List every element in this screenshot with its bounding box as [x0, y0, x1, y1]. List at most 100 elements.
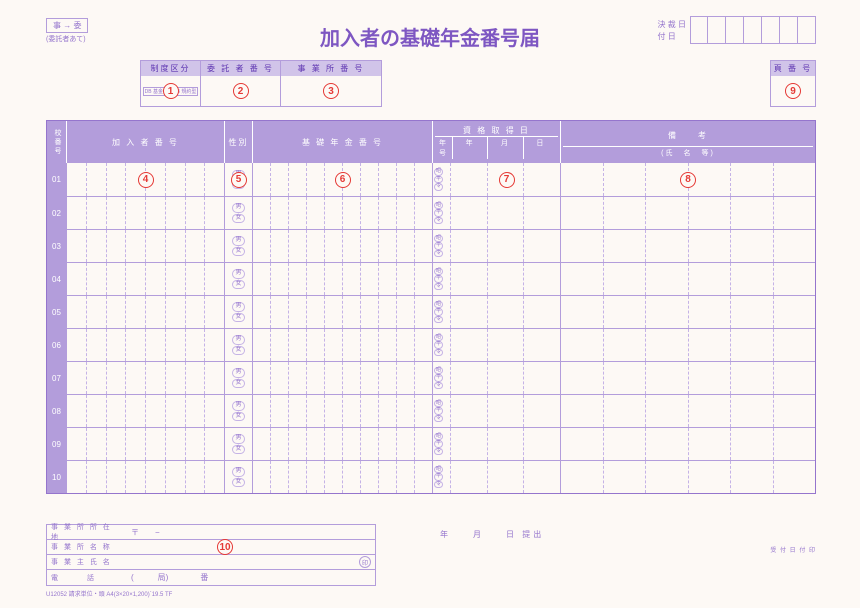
cell-member[interactable] [67, 329, 225, 361]
cell-sex[interactable]: 男女 [225, 329, 253, 361]
bl-name-val: 10 [127, 540, 375, 554]
cell-pension[interactable] [253, 197, 433, 229]
cell-pension[interactable]: 6 [253, 163, 433, 196]
cell-member[interactable] [67, 362, 225, 394]
th-member: 加 入 者 番 号 [67, 121, 225, 163]
cell-date[interactable]: 昭平令 [433, 329, 561, 361]
th-date-sub: 年号 年 月 日 [435, 136, 558, 159]
cell-sex[interactable]: 男女 [225, 395, 253, 427]
cell-remark[interactable] [561, 263, 815, 295]
form-code: U12052 請求単位・頭 A4(3×20×1,200)`19.5 TF [46, 589, 172, 598]
cell-sex[interactable]: 男女 [225, 362, 253, 394]
row-number: 06 [47, 329, 67, 361]
cell-pension[interactable] [253, 329, 433, 361]
page-title-label: 頁 番 号 [771, 61, 815, 76]
bl-addr-label: 事 業 所 所 在 地 [47, 522, 127, 542]
cell-member[interactable] [67, 230, 225, 262]
cell-remark[interactable]: 8 [561, 163, 815, 196]
table-row: 09 男女 昭平令 [47, 427, 815, 460]
row-number: 04 [47, 263, 67, 295]
cell-member[interactable] [67, 197, 225, 229]
bl-tel-label: 電 話 [47, 573, 127, 583]
cell-member[interactable]: 4 [67, 163, 225, 196]
submit-date: 年 月 日 提出 [440, 529, 544, 540]
approval-labels: 決 裁 日 付 日 [656, 16, 688, 44]
cell-pension[interactable] [253, 296, 433, 328]
cell-pension[interactable] [253, 428, 433, 460]
table-header: 校番号 加 入 者 番 号 性別 基 礎 年 金 番 号 資 格 取 得 日 年… [47, 121, 815, 163]
cell-pension[interactable] [253, 362, 433, 394]
bl-addr-val: 〒 − [127, 525, 375, 539]
approval-date-box: 決 裁 日 付 日 [656, 16, 816, 44]
circle-10: 10 [217, 539, 233, 555]
th-date-main: 資 格 取 得 日 [435, 125, 558, 136]
row-number: 09 [47, 428, 67, 460]
row-number: 01 [47, 163, 67, 196]
cell-remark[interactable] [561, 395, 815, 427]
cell-date[interactable]: 昭平令 [433, 461, 561, 493]
cell-date[interactable]: 昭平令 [433, 296, 561, 328]
bl-name-label: 事 業 所 名 称 [47, 542, 127, 552]
office-info-box: 事 業 所 所 在 地〒 − 事 業 所 名 称 10 事 業 主 氏 名 印 電 … [46, 524, 376, 586]
cell-member[interactable] [67, 428, 225, 460]
cell-sex[interactable]: 男女 [225, 230, 253, 262]
jigyo-title: 事 業 所 番 号 [281, 61, 381, 76]
cell-sex[interactable]: 男女 [225, 296, 253, 328]
cell-sex[interactable]: 男女5 [225, 163, 253, 196]
cell-sex[interactable]: 男女 [225, 263, 253, 295]
receipt-stamp: 受 付 日 付 印 [770, 545, 816, 554]
cell-remark[interactable] [561, 461, 815, 493]
itaku-box: 委 託 者 番 号 2 [201, 61, 281, 106]
cell-date[interactable]: 昭平令 [433, 263, 561, 295]
cell-pension[interactable] [253, 263, 433, 295]
row-number: 05 [47, 296, 67, 328]
circle-3: 3 [323, 83, 339, 99]
cell-date[interactable]: 昭平令 [433, 230, 561, 262]
cell-remark[interactable] [561, 362, 815, 394]
cell-date[interactable]: 昭平令 [433, 428, 561, 460]
table-row: 05 男女 昭平令 [47, 295, 815, 328]
cell-remark[interactable] [561, 296, 815, 328]
cell-member[interactable] [67, 395, 225, 427]
bl-tel-val: ( 局) 番 [127, 570, 375, 585]
cell-sex[interactable]: 男女 [225, 461, 253, 493]
table-row: 02 男女 昭平令 [47, 196, 815, 229]
th-remark: 備 考 (氏 名 等) [561, 121, 815, 163]
approval-grid [690, 16, 816, 44]
th-remark-sub: (氏 名 等) [563, 146, 813, 159]
cell-pension[interactable] [253, 230, 433, 262]
cell-pension[interactable] [253, 461, 433, 493]
page-number-box: 頁 番 号 9 [770, 60, 816, 107]
receipt-label: 受 付 日 付 印 [770, 545, 816, 554]
seal-mark: 印 [359, 556, 371, 568]
cell-member[interactable] [67, 263, 225, 295]
cell-date[interactable]: 昭平令 [433, 362, 561, 394]
cell-remark[interactable] [561, 428, 815, 460]
seido-title: 制度区分 [141, 61, 200, 76]
cell-remark[interactable] [561, 329, 815, 361]
cell-pension[interactable] [253, 395, 433, 427]
cell-date[interactable]: 昭平令 [433, 395, 561, 427]
header-code-boxes: 制度区分 DB 基金型 DB 規約型 1 委 託 者 番 号 2 事 業 所 番… [140, 60, 382, 107]
cell-date[interactable]: 昭平令 [433, 197, 561, 229]
cell-member[interactable] [67, 461, 225, 493]
cell-date[interactable]: 昭平令7 [433, 163, 561, 196]
main-table: 校番号 加 入 者 番 号 性別 基 礎 年 金 番 号 資 格 取 得 日 年… [46, 120, 816, 494]
cell-remark[interactable] [561, 230, 815, 262]
circle-1: 1 [163, 83, 179, 99]
table-row: 10 男女 昭平令 [47, 460, 815, 493]
itaku-title: 委 託 者 番 号 [201, 61, 280, 76]
cell-sex[interactable]: 男女 [225, 428, 253, 460]
circle-2: 2 [233, 83, 249, 99]
bl-owner-label: 事 業 主 氏 名 [47, 557, 127, 567]
bl-owner-val: 印 [127, 555, 375, 569]
cell-sex[interactable]: 男女 [225, 197, 253, 229]
cell-remark[interactable] [561, 197, 815, 229]
row-number: 10 [47, 461, 67, 493]
route-box: 事 → 委 [46, 18, 88, 33]
cell-member[interactable] [67, 296, 225, 328]
approval-l1: 決 裁 日 [658, 19, 686, 30]
row-number: 02 [47, 197, 67, 229]
jigyo-box: 事 業 所 番 号 3 [281, 61, 381, 106]
table-row: 014男女56昭平令78 [47, 163, 815, 196]
